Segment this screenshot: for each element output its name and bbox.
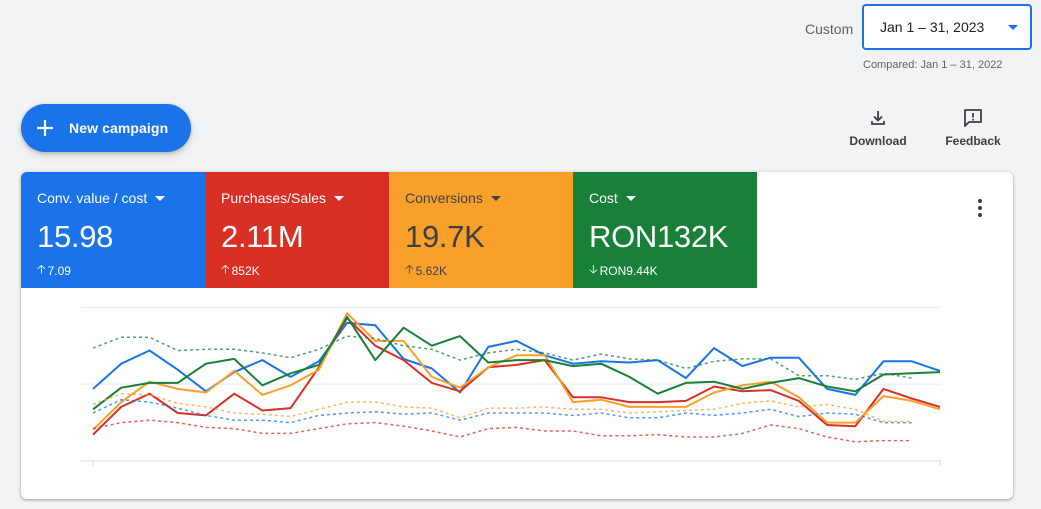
feedback-label: Feedback: [945, 134, 1001, 148]
performance-card: Conv. value / cost 15.98 🡡 7.09 Purchases…: [21, 172, 1013, 499]
metric-delta: RON9.44K: [599, 263, 658, 278]
download-label: Download: [849, 134, 907, 148]
series-line-current-conversions: [92, 312, 941, 431]
caret-down-icon: [1008, 25, 1018, 30]
series-line-current-purchases-sales: [92, 317, 941, 436]
caret-down-icon: [490, 195, 501, 201]
caret-down-icon: [334, 195, 345, 201]
plus-icon: [37, 120, 53, 136]
caret-down-icon: [155, 195, 166, 201]
download-button[interactable]: Download: [846, 108, 910, 148]
metric-delta: 5.62K: [415, 263, 447, 278]
series-line-previous-purchases-sales: [92, 419, 912, 443]
series-line-previous-conversions: [92, 392, 912, 423]
arrow-up-icon: 🡡: [405, 262, 414, 276]
metric-name: Conversions: [405, 190, 483, 206]
metric-value: 19.7K: [405, 219, 485, 254]
date-range-select[interactable]: Jan 1 – 31, 2023: [862, 4, 1032, 50]
series-line-previous-conv-value-cost: [92, 398, 912, 424]
metric-name: Cost: [589, 190, 618, 206]
performance-line-chart: [81, 306, 941, 466]
metric-value: RON132K: [589, 219, 729, 254]
more-options-icon[interactable]: [970, 196, 990, 220]
feedback-icon: [964, 109, 982, 127]
feedback-button[interactable]: Feedback: [942, 108, 1004, 148]
metric-tile-conv-value-cost[interactable]: Conv. value / cost 15.98 🡡 7.09: [21, 172, 205, 288]
date-range-value: Jan 1 – 31, 2023: [880, 19, 985, 35]
date-range-label: Custom: [805, 21, 854, 37]
metric-value: 2.11M: [221, 219, 304, 254]
metric-delta: 852K: [231, 263, 260, 278]
new-campaign-label: New campaign: [69, 120, 169, 136]
arrow-up-icon: 🡡: [37, 262, 46, 276]
metric-tile-purchases-sales[interactable]: Purchases/Sales 2.11M 🡡 852K: [205, 172, 389, 288]
new-campaign-button[interactable]: New campaign: [21, 104, 191, 152]
arrow-up-icon: 🡡: [221, 262, 230, 276]
download-icon: [871, 111, 885, 125]
metric-name: Purchases/Sales: [221, 190, 327, 206]
metric-tile-conversions[interactable]: Conversions 19.7K 🡡 5.62K: [389, 172, 573, 288]
metric-name: Conv. value / cost: [37, 190, 148, 206]
metric-delta: 7.09: [47, 263, 71, 278]
compared-date-range: Compared: Jan 1 – 31, 2022: [863, 59, 1003, 71]
metric-tile-cost[interactable]: Cost RON132K 🡣 RON9.44K: [573, 172, 757, 288]
metric-value: 15.98: [37, 219, 114, 254]
series-line-current-cost: [92, 315, 941, 411]
arrow-down-icon: 🡣: [589, 262, 598, 276]
caret-down-icon: [625, 195, 636, 201]
